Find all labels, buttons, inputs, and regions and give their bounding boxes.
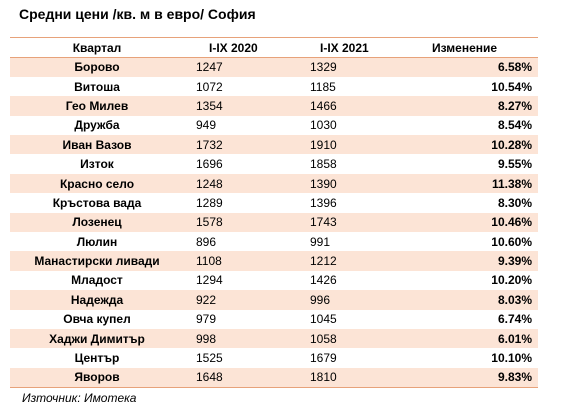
- column-header-district: Квартал: [10, 37, 184, 58]
- change-cell: 10.54%: [491, 79, 532, 94]
- district-cell: Дружба: [74, 118, 120, 133]
- table-row: Яворов 1648 1810 9.83%: [10, 367, 538, 388]
- table-row: Овча купел 979 1045 6.74%: [10, 309, 538, 329]
- district-cell: Младост: [71, 273, 123, 288]
- price-2020-cell: 1732: [196, 137, 223, 152]
- change-cell: 10.46%: [491, 215, 532, 230]
- district-cell: Надежда: [70, 292, 124, 307]
- district-cell: Борово: [74, 60, 120, 75]
- price-2021-cell: 1058: [310, 331, 337, 346]
- table-row: Изток 1696 1858 9.55%: [10, 154, 538, 174]
- district-cell: Гео Милев: [65, 98, 129, 113]
- price-2020-cell: 896: [196, 234, 217, 249]
- change-cell: 8.30%: [497, 195, 532, 210]
- table-row: Младост 1294 1426 10.20%: [10, 270, 538, 291]
- price-2020-cell: 1247: [196, 60, 223, 75]
- table-row: Център 1525 1679 10.10%: [10, 348, 538, 368]
- column-header-2021: I-IX 2021: [296, 37, 402, 58]
- table-row: Хаджи Димитър 998 1058 6.01%: [10, 328, 538, 349]
- price-2021-cell: 1910: [310, 137, 337, 152]
- source-note: Източник: Имотека: [22, 391, 137, 405]
- table-row: Дружба 949 1030 8.54%: [10, 115, 538, 136]
- price-2021-cell: 1212: [310, 254, 337, 269]
- page-title: Средни цени /кв. м в евро/ София: [19, 6, 256, 22]
- district-cell: Център: [74, 351, 120, 366]
- district-cell: Яворов: [10, 367, 184, 388]
- table-row: Кръстова вада 1289 1396 8.30%: [10, 193, 538, 213]
- table-row: Манастирски ливади 1108 1212 9.39%: [10, 251, 538, 271]
- table-row: Витоша 1072 1185 10.54%: [10, 76, 538, 97]
- district-cell: Лозенец: [72, 215, 122, 230]
- price-2020-cell: 1108: [196, 254, 222, 269]
- price-2021-cell: 1810: [296, 367, 402, 388]
- price-2020-cell: 1648: [184, 367, 296, 388]
- district-cell: Изток: [80, 157, 114, 172]
- change-cell: 10.20%: [491, 273, 532, 288]
- price-2020-cell: 979: [196, 312, 217, 327]
- price-2020-cell: 1525: [196, 351, 223, 366]
- change-cell: 8.27%: [497, 98, 532, 113]
- price-2020-cell: 1354: [196, 98, 223, 113]
- table-body: Борово 1247 1329 6.58% Витоша 1072 1185 10.54% Г…: [10, 57, 538, 388]
- table-row: Гео Милев 1354 1466 8.27%: [10, 96, 538, 116]
- district-cell: Овча купел: [63, 312, 131, 327]
- price-2021-cell: 1858: [310, 157, 337, 172]
- price-2020-cell: 1696: [196, 157, 223, 172]
- district-cell: Хаджи Димитър: [49, 331, 145, 346]
- table-row: Борово 1247 1329 6.58%: [10, 57, 538, 77]
- price-2021-cell: 1045: [310, 312, 337, 327]
- price-2021-cell: 1426: [310, 273, 337, 288]
- change-cell: 8.03%: [497, 292, 532, 307]
- table-row: Надежда 922 996 8.03%: [10, 290, 538, 310]
- header-row: Квартал I-IX 2020 I-IX 2021 Изменение: [10, 37, 538, 58]
- column-header-2020: I-IX 2020: [184, 37, 296, 58]
- price-2020-cell: 1294: [196, 273, 223, 288]
- change-cell: 10.10%: [491, 351, 532, 366]
- price-2020-cell: 1248: [196, 176, 223, 191]
- district-cell: Витоша: [74, 79, 120, 94]
- change-cell: 10.28%: [491, 137, 532, 152]
- change-cell: 9.39%: [497, 254, 532, 269]
- table-row: Красно село 1248 1390 11.38%: [10, 173, 538, 194]
- price-2021-cell: 1466: [310, 98, 337, 113]
- price-table: Квартал I-IX 2020 I-IX 2021 Изменение Бо…: [10, 37, 538, 388]
- table-row: Иван Вазов 1732 1910 10.28%: [10, 135, 538, 155]
- district-cell: Красно село: [59, 176, 135, 191]
- price-2021-cell: 996: [310, 292, 331, 307]
- price-2020-cell: 949: [196, 118, 217, 133]
- change-cell: 11.38%: [491, 176, 532, 191]
- price-2021-cell: 1390: [310, 176, 337, 191]
- price-2021-cell: 1679: [310, 351, 337, 366]
- table-row: Люлин 896 991 10.60%: [10, 232, 538, 252]
- change-cell: 9.83%: [402, 367, 538, 388]
- price-2021-cell: 991: [310, 234, 331, 249]
- change-cell: 6.01%: [497, 331, 532, 346]
- price-2021-cell: 1329: [310, 60, 337, 75]
- price-2020-cell: 998: [196, 331, 217, 346]
- price-2021-cell: 1396: [310, 195, 337, 210]
- district-cell: Кръстова вада: [52, 195, 142, 210]
- price-2021-cell: 1030: [310, 118, 337, 133]
- price-2021-cell: 1743: [310, 215, 337, 230]
- district-cell: Манастирски ливади: [34, 254, 160, 269]
- change-cell: 8.54%: [497, 118, 532, 133]
- column-header-change: Изменение: [402, 37, 538, 58]
- price-2020-cell: 1578: [196, 215, 223, 230]
- change-cell: 6.58%: [497, 60, 532, 75]
- district-cell: Люлин: [76, 234, 118, 249]
- district-cell: Иван Вазов: [62, 137, 132, 152]
- change-cell: 10.60%: [491, 234, 532, 249]
- price-2020-cell: 1072: [196, 79, 223, 94]
- table-row: Лозенец 1578 1743 10.46%: [10, 212, 538, 233]
- price-2021-cell: 1185: [310, 79, 336, 94]
- change-cell: 9.55%: [497, 157, 532, 172]
- price-2020-cell: 922: [196, 292, 217, 307]
- price-2020-cell: 1289: [196, 195, 223, 210]
- change-cell: 6.74%: [497, 312, 532, 327]
